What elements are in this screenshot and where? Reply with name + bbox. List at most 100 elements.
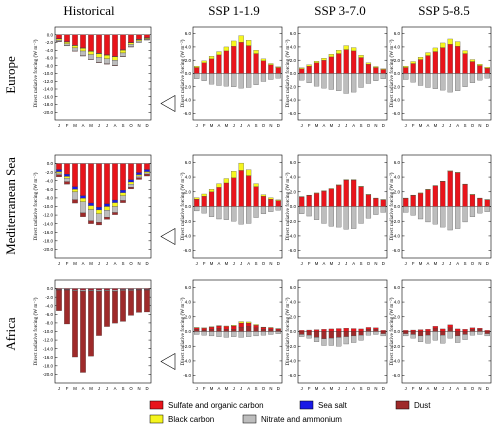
legend-label-nitrate-ammonium: Nitrate and ammonium: [261, 415, 342, 424]
bar-sulfate-and-organic-carbon: [144, 34, 150, 38]
bar-nitrate-and-ammonium: [260, 206, 267, 214]
bar-nitrate-and-ammonium: [120, 195, 126, 201]
y-tick-label: 2.0: [185, 189, 192, 194]
bar-nitrate-and-ammonium: [275, 206, 281, 211]
x-tick-label: J: [405, 386, 407, 391]
bar-dust: [425, 331, 431, 336]
column-title-ssp119: SSP 1-1.9: [208, 3, 260, 18]
x-tick-label: A: [427, 386, 430, 391]
bar-sulfate-and-organic-carbon: [343, 49, 349, 74]
bar-black-carbon: [80, 198, 86, 202]
y-tick-label: 0.0: [290, 204, 297, 209]
bar-dust: [56, 289, 62, 311]
bar-sulfate-and-organic-carbon: [380, 69, 386, 74]
bar-dust: [351, 331, 357, 337]
bar-black-carbon: [253, 324, 259, 326]
bar-black-carbon: [253, 50, 259, 54]
x-tick-label: J: [301, 386, 303, 391]
x-tick-label: A: [352, 123, 355, 128]
bar-black-carbon: [80, 48, 86, 52]
x-tick-label: J: [345, 261, 347, 266]
x-tick-label: N: [269, 123, 272, 128]
bar-dust: [194, 329, 200, 332]
panel-4: 0.0 -2.0 -4.0 -6.0 -8.0 -10.0 -12.0 -14.0 -16.0 -…: [32, 154, 152, 266]
bar-sulfate-and-organic-carbon: [477, 65, 483, 74]
bar-nitrate-and-ammonium: [432, 206, 438, 225]
y-tick-label: 4.0: [394, 300, 401, 305]
bar-sulfate-and-organic-carbon: [462, 184, 468, 207]
bar-nitrate-and-ammonium: [231, 73, 237, 87]
bar-sulfate-and-organic-carbon: [104, 163, 110, 205]
x-tick-label: F: [203, 386, 206, 391]
bar-sulfate-and-organic-carbon: [403, 198, 409, 207]
bar-sulfate-and-organic-carbon: [313, 62, 320, 74]
bar-dust: [128, 290, 134, 316]
x-tick-label: A: [218, 123, 221, 128]
bar-nitrate-and-ammonium: [112, 60, 118, 66]
bar-nitrate-and-ammonium: [238, 331, 244, 338]
bar-sulfate-and-organic-carbon: [112, 163, 118, 201]
bar-sulfate-and-organic-carbon: [328, 328, 334, 332]
y-tick-label: -10.0: [43, 204, 54, 209]
x-tick-label: D: [382, 386, 385, 391]
y-tick-label: 0.0: [394, 71, 401, 76]
bar-nitrate-and-ammonium: [136, 40, 142, 43]
x-tick-label: J: [233, 123, 235, 128]
bar-nitrate-and-ammonium: [268, 331, 274, 335]
bar-black-carbon: [238, 35, 244, 43]
x-tick-label: M: [434, 123, 438, 128]
bar-nitrate-and-ammonium: [223, 73, 229, 87]
bar-sulfate-and-organic-carbon: [216, 187, 222, 207]
x-tick-label: N: [374, 123, 377, 128]
x-tick-label: N: [269, 386, 272, 391]
bar-nitrate-and-ammonium: [462, 206, 468, 223]
bar-nitrate-and-ammonium: [336, 206, 342, 228]
x-tick-label: F: [203, 261, 206, 266]
bar-sea-salt: [88, 202, 94, 206]
bar-sulfate-and-organic-carbon: [358, 186, 364, 207]
panel-0: 0.0 -2.0 -4.0 -6.0 -8.0 -10.0 -12.0 -14.0 -16.0 -…: [32, 26, 152, 128]
bar-sulfate-and-organic-carbon: [64, 163, 70, 175]
x-tick-label: J: [442, 261, 444, 266]
bar-sulfate-and-organic-carbon: [440, 47, 446, 74]
legend-label-black-carbon: Black carbon: [168, 415, 214, 424]
bar-dust: [64, 289, 70, 325]
bar-dust: [216, 328, 222, 332]
bar-black-carbon: [128, 181, 134, 185]
bar-sulfate-and-organic-carbon: [343, 328, 349, 332]
y-axis-title: Direct radiative forcing (W m⁻²): [284, 39, 291, 107]
x-tick-label: M: [73, 261, 77, 266]
triangle-icon: [160, 94, 176, 113]
legend-swatch-nitrate-ammonium: [242, 414, 257, 424]
y-tick-label: -4.0: [183, 234, 191, 239]
panel-3: 6.04.02.00.0-2.0-4.0-6.0J F M A M J J A S O N DDire…: [388, 26, 492, 128]
y-tick-label: 0.0: [290, 329, 297, 334]
x-tick-label: J: [301, 123, 303, 128]
bar-black-carbon: [246, 169, 252, 176]
bar-black-carbon: [96, 53, 102, 58]
bar-dust: [80, 212, 86, 217]
bar-nitrate-and-ammonium: [373, 331, 379, 335]
bar-nitrate-and-ammonium: [128, 184, 134, 188]
bar-nitrate-and-ammonium: [56, 172, 62, 175]
y-axis-title: Direct radiative forcing (W m⁻²): [32, 172, 39, 240]
bar-sulfate-and-organic-carbon: [120, 288, 126, 290]
bar-nitrate-and-ammonium: [216, 206, 222, 220]
x-tick-label: J: [98, 261, 100, 266]
bar-nitrate-and-ammonium: [469, 331, 476, 336]
y-axis-title: Direct radiative forcing (W m⁻²): [284, 172, 291, 240]
bar-dust: [336, 331, 342, 338]
bar-sea-salt: [112, 199, 118, 203]
bar-nitrate-and-ammonium: [80, 50, 86, 56]
bar-black-carbon: [208, 56, 215, 60]
bar-sulfate-and-organic-carbon: [351, 179, 357, 207]
bar-sulfate-and-organic-carbon: [328, 188, 334, 207]
y-tick-label: -2.0: [392, 219, 400, 224]
bar-nitrate-and-ammonium: [72, 47, 78, 52]
bar-nitrate-and-ammonium: [231, 331, 237, 337]
bar-black-carbon: [313, 61, 320, 63]
x-tick-label: M: [73, 123, 77, 128]
bar-black-carbon: [477, 64, 483, 66]
bar-nitrate-and-ammonium: [321, 338, 327, 346]
bar-sea-salt: [96, 207, 102, 211]
